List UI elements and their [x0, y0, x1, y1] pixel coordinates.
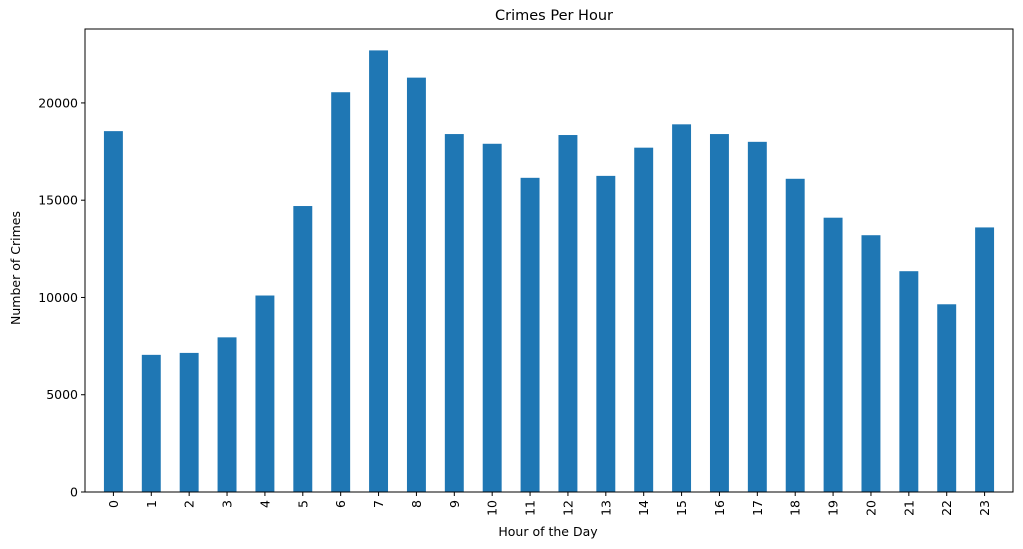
x-tick-label: 13 [598, 500, 613, 516]
bar-hour-22 [937, 304, 957, 492]
x-tick-label: 3 [220, 500, 235, 508]
bar-hour-18 [785, 178, 805, 492]
x-tick-label: 19 [826, 500, 841, 516]
bar-hour-19 [823, 217, 843, 493]
bar-hour-7 [369, 50, 389, 492]
x-tick-label: 5 [295, 500, 310, 508]
bar-hour-14 [634, 147, 654, 492]
bar-hour-16 [709, 134, 729, 492]
x-tick-label: 16 [712, 500, 727, 516]
x-tick-label: 6 [333, 500, 348, 508]
y-tick-label: 20000 [38, 95, 78, 110]
bar-hour-4 [255, 295, 275, 492]
bar-hour-15 [672, 124, 692, 492]
bar-hour-3 [217, 337, 237, 492]
bar-hour-9 [444, 134, 464, 492]
bar-hour-6 [331, 92, 351, 492]
x-tick-label: 18 [788, 500, 803, 516]
bar-hour-20 [861, 235, 881, 492]
x-tick-label: 14 [636, 500, 651, 516]
bars-group [103, 50, 995, 493]
chart-title: Crimes Per Hour [495, 8, 613, 24]
bar-hour-11 [520, 177, 540, 493]
y-axis-ticks: 0 5000 10000 15000 20000 [38, 95, 85, 500]
bar-hour-23 [975, 227, 995, 492]
bar-hour-2 [179, 352, 199, 492]
x-tick-label: 22 [939, 500, 954, 516]
x-tick-label: 15 [674, 500, 689, 516]
x-tick-label: 4 [257, 500, 272, 508]
x-tick-label: 1 [144, 500, 159, 508]
bar-hour-10 [482, 143, 502, 492]
y-tick-label: 5000 [46, 387, 78, 402]
bar-hour-5 [293, 206, 313, 492]
bar-hour-12 [558, 135, 578, 492]
x-axis-ticks: 0 1 2 3 4 5 6 7 8 9 10 11 12 13 14 15 16 17 18 19 20 21 22 23 [106, 492, 992, 516]
y-tick-label: 10000 [38, 290, 78, 305]
plot-frame [84, 28, 1014, 493]
x-tick-label: 7 [371, 500, 386, 508]
x-tick-label: 8 [409, 500, 424, 508]
x-tick-label: 9 [447, 500, 462, 508]
x-tick-label: 21 [901, 500, 916, 516]
x-tick-label: 23 [977, 500, 992, 516]
bar-hour-21 [899, 271, 919, 492]
bar-hour-13 [596, 175, 616, 493]
x-tick-label: 2 [182, 500, 197, 508]
bar-hour-0 [103, 131, 123, 492]
y-tick-label: 15000 [38, 193, 78, 208]
x-tick-label: 17 [750, 500, 765, 516]
x-tick-label: 10 [485, 500, 500, 516]
y-axis-title: Number of Crimes [8, 211, 23, 325]
x-tick-label: 12 [560, 500, 575, 516]
x-tick-label: 0 [106, 500, 121, 508]
bar-hour-8 [406, 77, 426, 492]
y-tick-label: 0 [70, 485, 78, 500]
x-tick-label: 20 [863, 500, 878, 516]
bar-hour-17 [747, 141, 767, 492]
x-axis-title: Hour of the Day [498, 524, 598, 539]
bar-hour-1 [141, 354, 161, 492]
x-tick-label: 11 [523, 500, 538, 516]
